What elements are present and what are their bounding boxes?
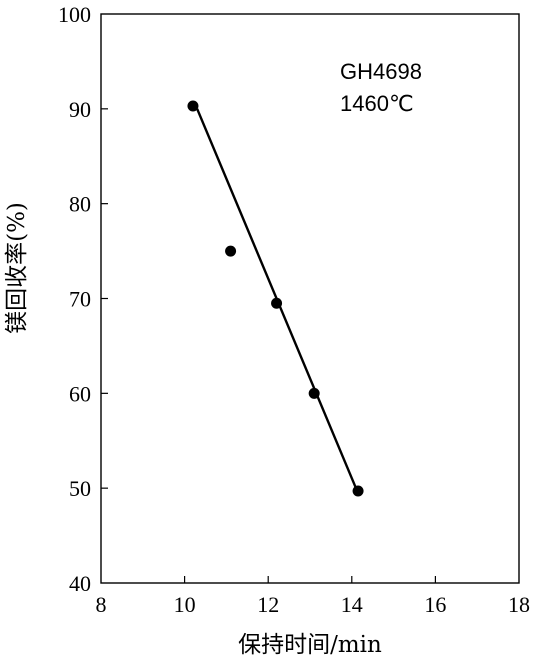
y-tick-label: 50 — [69, 476, 91, 501]
x-axis-title: 保持时间/min — [238, 632, 382, 658]
y-tick-label: 100 — [58, 2, 91, 27]
data-point — [225, 245, 237, 257]
data-points — [187, 100, 364, 497]
annotation-temperature: 1460℃ — [340, 91, 414, 116]
plot-area-border — [100, 13, 520, 584]
x-tick-label: 8 — [96, 592, 107, 617]
x-tick-label: 12 — [257, 592, 279, 617]
x-tick-label: 16 — [424, 592, 446, 617]
y-tick-label: 80 — [69, 192, 91, 217]
y-tick-label: 90 — [69, 97, 91, 122]
annotation-material: GH4698 — [340, 59, 422, 84]
x-tick-label: 18 — [508, 592, 530, 617]
x-tick-label: 14 — [341, 592, 363, 617]
x-tick-label: 10 — [174, 592, 196, 617]
axis-ticks: 8 10 12 14 16 18 40 50 60 70 80 90 100 — [58, 2, 530, 617]
data-point — [187, 100, 199, 112]
data-point — [352, 485, 364, 497]
y-tick-label: 70 — [69, 287, 91, 312]
y-axis-title: 镁回收率(%) — [4, 202, 30, 334]
plot-frame — [100, 13, 520, 584]
data-point — [308, 387, 320, 399]
y-tick-label: 60 — [69, 381, 91, 406]
data-point — [271, 297, 283, 309]
y-tick-label: 40 — [69, 571, 91, 596]
